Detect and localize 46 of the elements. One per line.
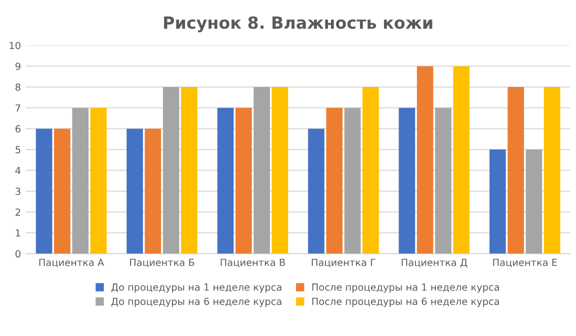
bar (435, 108, 452, 254)
legend-label: До процедуры на 1 неделе курса (111, 284, 282, 293)
x-tick-label: Пациентка Д (402, 258, 468, 268)
bar (126, 128, 143, 254)
y-tick-label: 0 (16, 250, 20, 258)
bar (90, 108, 107, 254)
bar (308, 128, 324, 254)
bar (144, 128, 162, 254)
bar (162, 87, 180, 254)
bar (453, 66, 470, 254)
x-tick-label: Пациентка А (39, 258, 104, 268)
bar (254, 87, 270, 254)
x-tick-label: Пациентка Е (493, 258, 557, 268)
bar (217, 108, 234, 254)
y-tick-label: 1 (16, 229, 20, 237)
chart-title: Рисунок 8. Влажность кожи (164, 16, 432, 32)
legend-label: После процедуры на 1 неделе курса (312, 284, 499, 293)
legend-label: До процедуры на 6 неделе курса (111, 298, 282, 307)
y-tick-label: 5 (16, 146, 20, 154)
bar (272, 87, 288, 254)
y-tick-label: 10 (10, 42, 20, 50)
bar (36, 128, 52, 254)
bar (544, 87, 560, 254)
y-tick-label: 2 (16, 208, 20, 216)
y-tick-label: 4 (15, 166, 21, 174)
x-tick-label: Пациентка Б (130, 258, 194, 268)
bar (54, 128, 70, 254)
x-tick-label: Пациентка В (220, 258, 285, 268)
bar (416, 66, 434, 254)
y-tick-label: 6 (16, 125, 20, 133)
x-tick-label: Пациентка Г (312, 258, 376, 268)
bar (72, 108, 89, 254)
y-tick-label: 9 (15, 62, 20, 70)
legend-label: После процедуры на 6 неделе курса (312, 298, 499, 307)
bar (526, 150, 542, 254)
bar (362, 87, 379, 254)
bar (490, 150, 506, 254)
bar (235, 108, 252, 254)
y-tick-label: 3 (16, 188, 20, 196)
y-tick-label: 8 (16, 84, 20, 91)
bar (181, 87, 198, 254)
bar (344, 108, 361, 254)
bar (398, 108, 416, 254)
y-tick-label: 7 (16, 104, 20, 112)
bar (508, 87, 524, 254)
bar (326, 108, 343, 254)
